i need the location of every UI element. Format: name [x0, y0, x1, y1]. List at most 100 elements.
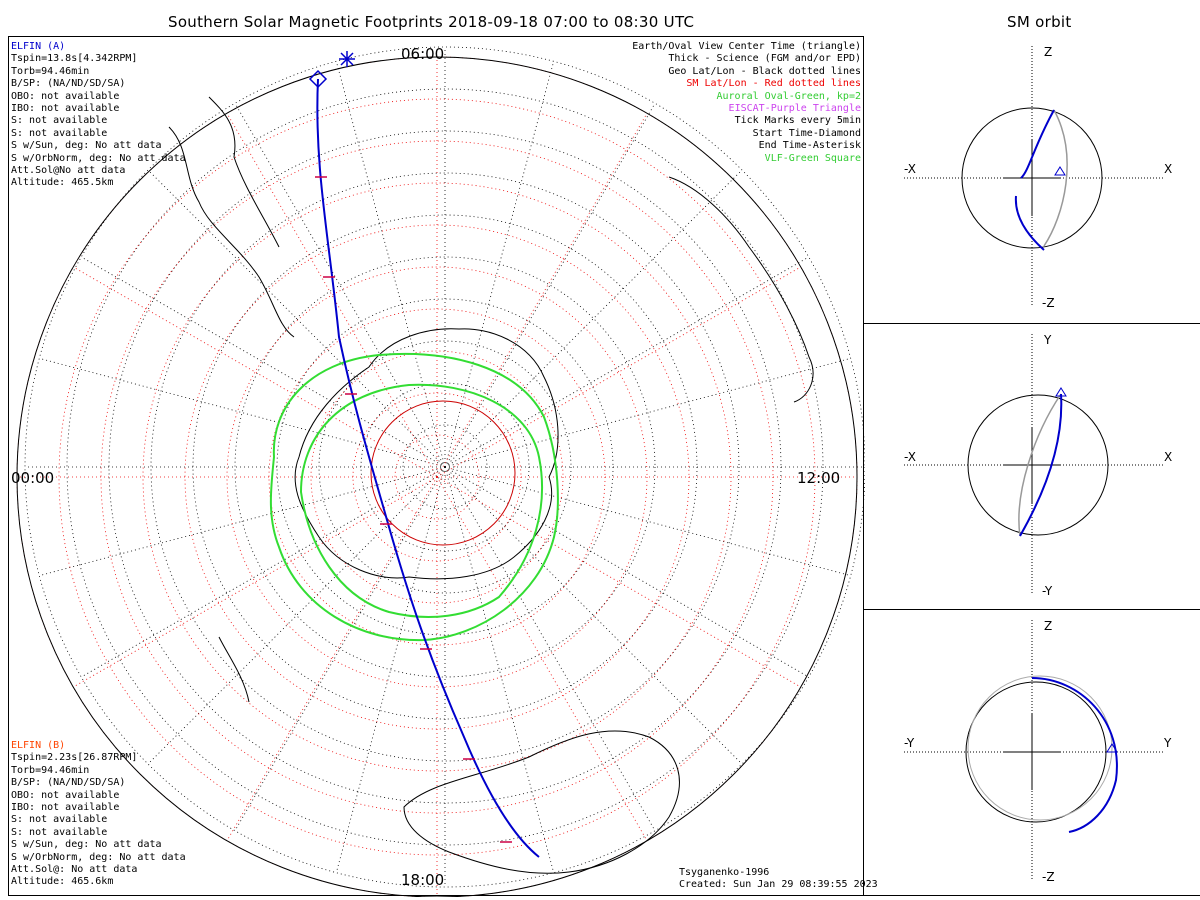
orbit-panel-xz: Z -Z -X X [864, 36, 1200, 324]
elfin-a-track [316, 78, 540, 858]
australia-outline [403, 730, 680, 874]
legend-entry: SM Lat/Lon - Red dotted lines [686, 78, 861, 90]
geo-lon-line [147, 466, 446, 765]
sm-inner-circle [370, 400, 516, 546]
geo-grid [24, 46, 865, 888]
geo-lon-line [39, 357, 446, 468]
sm-lat-circle [310, 350, 564, 604]
geo-lat-circle [318, 340, 572, 594]
xy-right-label: X [1164, 450, 1173, 464]
xy-bottom-label: -Y [1042, 584, 1053, 598]
elfin-a-line: S w/OrbNorm, deg: No att data [11, 152, 186, 164]
xy-top-label: Y [1044, 333, 1052, 347]
sm-lon-line [436, 113, 648, 478]
clock-label-top: 06:00 [401, 45, 445, 63]
sm-grid [16, 56, 858, 897]
elfin-a-line: Torb=94.46min [11, 65, 90, 77]
polar-map [16, 46, 865, 897]
elfin-a-line: S w/Sun, deg: No att data [11, 140, 162, 152]
geo-lon-line [234, 103, 446, 468]
auroral-ovals [269, 352, 559, 642]
elfin-a-label: ELFIN (A) [11, 41, 66, 52]
yz-left-label: -Y [904, 736, 915, 750]
start-diamond-marker [308, 69, 328, 89]
south-america-coast [208, 96, 280, 248]
xz-right-label: X [1164, 162, 1173, 176]
xz-top-label: Z [1044, 45, 1053, 59]
sm-lon-line [226, 113, 438, 478]
elfin-b-lines: Tspin=2.23s[26.87RPM] Torb=94.46min B/SP: … [11, 752, 186, 888]
elfin-b-line: S: not available [11, 826, 108, 838]
geo-lon-line [444, 169, 743, 468]
legend-entry: Thick - Science (FGM and/or EPD) [668, 53, 861, 65]
elfin-b-info: ELFIN (B) Tspin=2.23s[26.87RPM] Torb=94.4… [11, 740, 186, 889]
elfin-b-line: B/SP: (NA/ND/SD/SA) [11, 777, 126, 789]
elfin-b-line: S w/Sun, deg: No att data [11, 839, 162, 851]
plot-title: Southern Solar Magnetic Footprints 2018-… [168, 13, 695, 31]
clock-label-right: 12:00 [797, 469, 841, 487]
elfin-a-line: B/SP: (NA/ND/SD/SA) [11, 78, 126, 90]
antarctica-outline [294, 328, 559, 580]
elfin-b-label: ELFIN (B) [11, 740, 66, 751]
xz-bottom-label: -Z [1042, 296, 1055, 310]
footprint-map-panel: 06:00 00:00 12:00 18:00 ELFIN (A) Tspin=… [8, 36, 878, 897]
geo-lat-circle [402, 424, 488, 510]
elfin-a-line: IBO: not available [11, 103, 120, 115]
elfin-b-line: S: not available [11, 814, 108, 826]
legend-entry: Geo Lat/Lon - Black dotted lines [668, 65, 861, 77]
continent-outlines [168, 96, 814, 874]
elfin-a-info: ELFIN (A) Tspin=13.8s[4.342RPM] Torb=94.4… [11, 41, 186, 190]
geo-lat-circle [234, 256, 656, 678]
footer-info: Tsyganenko-1996 Created: Sun Jan 29 08:3… [679, 867, 878, 892]
legend-entry: Start Time-Diamond [752, 127, 861, 139]
xy-left-label: -X [904, 450, 916, 464]
geo-lon-line [234, 466, 446, 831]
elfin-a-line: S: not available [11, 127, 108, 139]
xz-left-label: -X [904, 162, 916, 176]
model-label: Tsyganenko-1996 [679, 867, 770, 878]
track-markers [308, 51, 355, 89]
clock-label-left: 00:00 [11, 469, 55, 487]
elfin-b-line: Att.Sol@: No att data [11, 864, 138, 876]
legend-entry: EISCAT-Purple Triangle [728, 103, 861, 115]
elfin-a-lines: Tspin=13.8s[4.342RPM] Torb=94.46min B/SP: … [11, 53, 186, 189]
yz-bottom-label: -Z [1042, 870, 1055, 884]
sm-lat-circle [226, 266, 648, 688]
map-boundary [16, 56, 858, 897]
sm-lon-line [73, 266, 438, 478]
legend-entry: End Time-Asterisk [758, 140, 861, 152]
yz-right-label: Y [1164, 736, 1172, 750]
geo-lon-line [444, 466, 656, 831]
geo-lon-line [81, 256, 446, 468]
elfin-a-line: S: not available [11, 115, 108, 127]
africa-outline [668, 176, 814, 403]
geo-lon-line [444, 466, 809, 678]
sm-lon-line [73, 476, 438, 688]
clock-label-bottom: 18:00 [401, 871, 445, 889]
elfin-a-line: Att.Sol@No att data [11, 165, 126, 177]
elfin-b-line: OBO: not available [11, 789, 120, 801]
sm-lon-line [226, 476, 438, 841]
geo-lon-line [444, 357, 851, 468]
elfin-b-line: Tspin=2.23s[26.87RPM] [11, 752, 138, 764]
track-tick-marks [315, 176, 512, 843]
orbit-title: SM orbit [1007, 13, 1072, 31]
sm-lat-circle [142, 182, 732, 772]
new-zealand-outline [218, 636, 250, 703]
elfin-b-line: Torb=94.46min [11, 764, 90, 776]
geo-lon-line [444, 466, 851, 577]
orbit-panel-xy: Y -Y -X X [864, 324, 1200, 610]
legend-entry: VLF-Green Square [764, 152, 861, 164]
elfin-b-line: S w/OrbNorm, deg: No att data [11, 851, 186, 863]
elfin-b-line: IBO: not available [11, 802, 120, 814]
legend-entry: Auroral Oval-Green, kp=2 [716, 90, 862, 102]
sm-lat-circle [394, 434, 480, 520]
geo-lat-circle [150, 172, 740, 762]
elfin-a-line: OBO: not available [11, 90, 120, 102]
yz-top-label: Z [1044, 619, 1053, 633]
auroral-oval-inner [299, 383, 543, 618]
geo-lat-circle [66, 88, 824, 846]
created-label: Created: Sun Jan 29 08:39:55 2023 [679, 879, 878, 891]
elfin-b-line: Altitude: 465.6km [11, 876, 114, 888]
legend: Earth/Oval View Center Time (triangle) Th… [632, 41, 861, 165]
